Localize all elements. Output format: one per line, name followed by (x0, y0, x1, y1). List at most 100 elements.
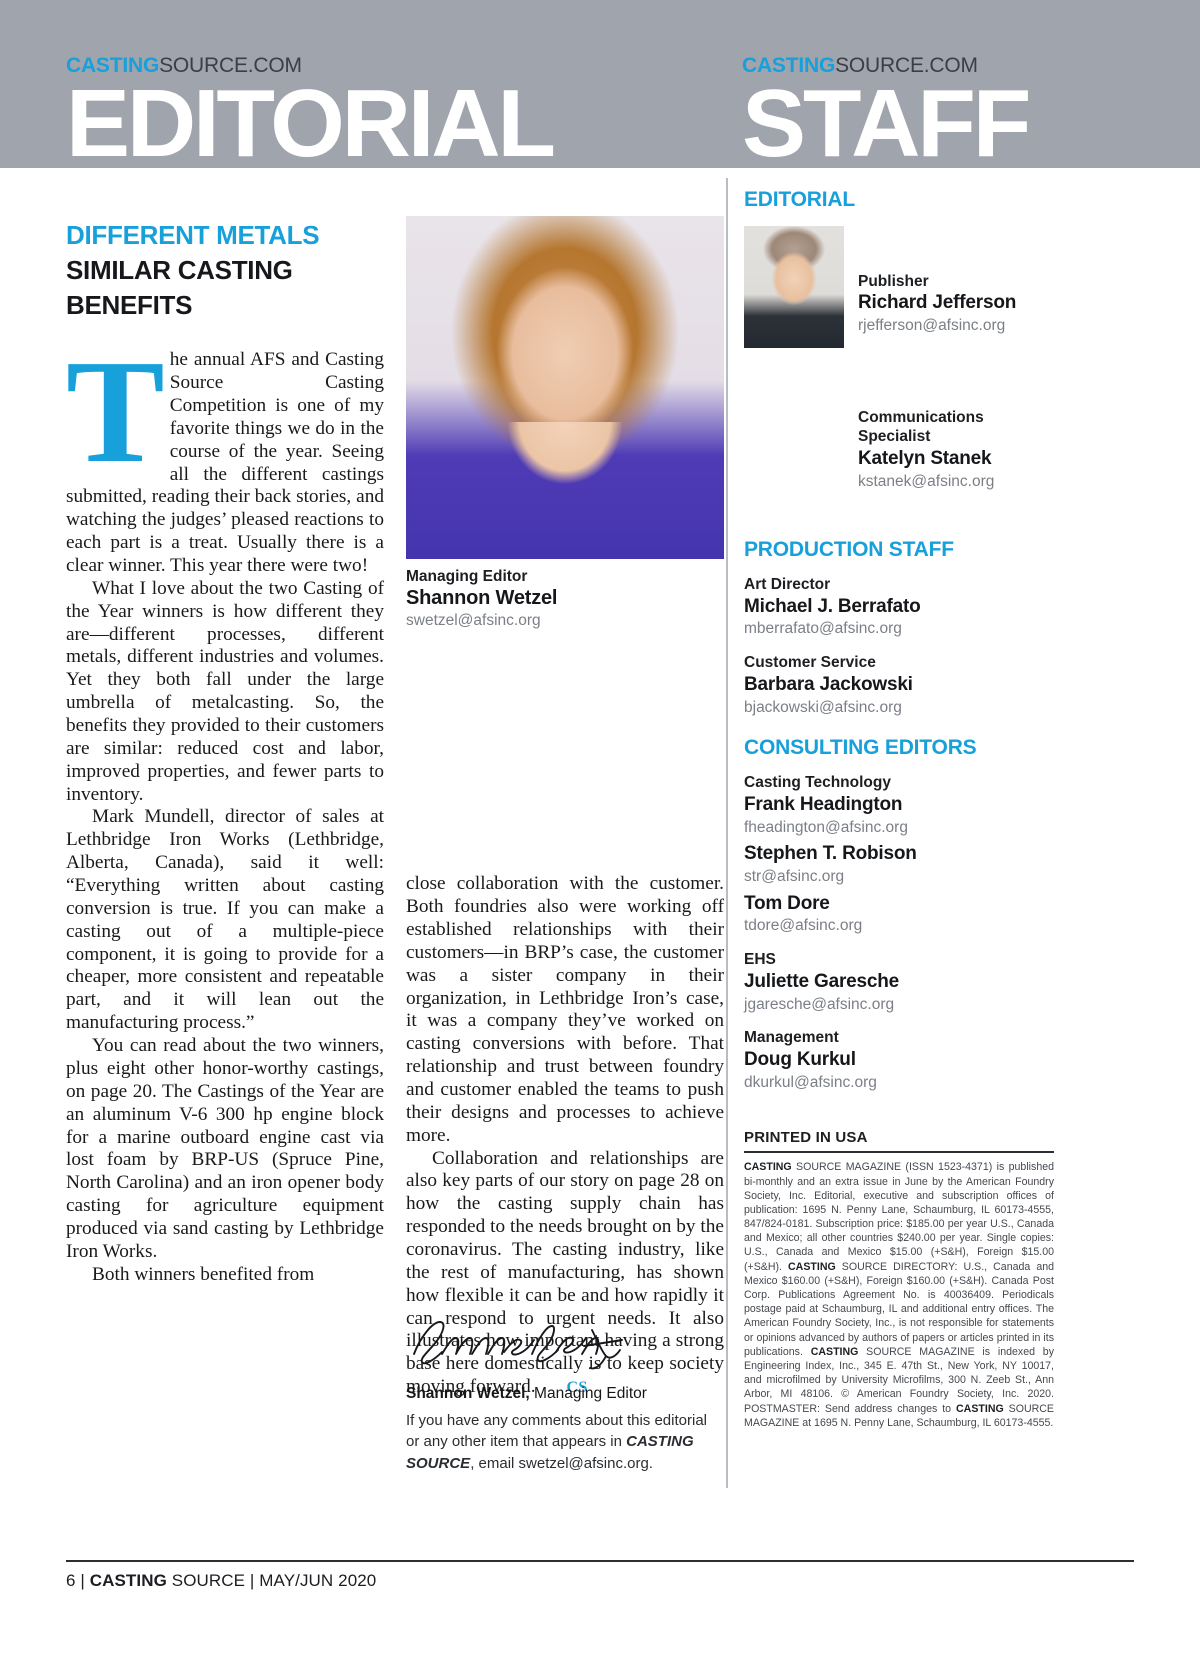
staff-email[interactable]: jgaresche@afsinc.org (744, 995, 895, 1013)
staff-entry: Casting Technology Frank Headington fhea… (744, 773, 1054, 838)
end-mark: CS (566, 1379, 588, 1397)
staff-email[interactable]: mberrafato@afsinc.org (744, 620, 902, 638)
staff-name: Juliette Garesche (744, 970, 900, 992)
sidebar-heading-consulting: CONSULTING EDITORS (744, 736, 977, 760)
staff-name: Stephen T. Robison (744, 843, 917, 865)
article-column-2: close collaboration with the customer. B… (406, 349, 724, 1399)
staff-email[interactable]: str@afsinc.org (744, 868, 845, 886)
masthead-right-url-brand: CASTING (742, 54, 836, 77)
article-paragraph-text: Collaboration and relationships are also… (406, 1147, 724, 1398)
signature-note-part1: If you have any comments about this edit… (406, 1412, 707, 1451)
staff-person: Publisher Richard Jefferson rjefferson@a… (744, 226, 1054, 348)
staff-person-text: Publisher Richard Jefferson rjefferson@a… (844, 226, 1016, 336)
article-paragraph: What I love about the two Casting of the… (66, 577, 384, 805)
staff-role: Management (744, 1029, 839, 1047)
page-body: DIFFERENT METALS SIMILAR CASTING BENEFIT… (0, 168, 1200, 1678)
article-paragraph: close collaboration with the customer. B… (406, 873, 724, 1146)
legal-brand-4: CASTING (956, 1402, 1004, 1415)
staff-email[interactable]: bjackowski@afsinc.org (744, 698, 902, 716)
staff-entry: EHS Juliette Garesche jgaresche@afsinc.o… (744, 950, 1054, 1015)
masthead-right-title: STAFF (742, 70, 1031, 177)
article: DIFFERENT METALS SIMILAR CASTING BENEFIT… (66, 168, 724, 1397)
staff-entry: Stephen T. Robison str@afsinc.org (744, 842, 1054, 887)
staff-name: Frank Headington (744, 794, 903, 816)
sidebar-heading-editorial: EDITORIAL (744, 188, 855, 211)
footer-issue: | MAY/JUN 2020 (245, 1571, 377, 1590)
staff-name: Katelyn Stanek (858, 447, 992, 469)
printed-in-usa-label: PRINTED IN USA (744, 1129, 868, 1147)
article-paragraph: Collaboration and relationships are also… (406, 1148, 724, 1399)
staff-role: Casting Technology (744, 774, 891, 792)
photo-caption-role: Managing Editor (406, 568, 528, 585)
footer-page-number: 6 (66, 1571, 76, 1590)
legal-brand-1: CASTING (744, 1161, 792, 1174)
richard-jefferson-photo (744, 226, 844, 348)
footer-rule (66, 1560, 1134, 1562)
footer-text: 6 | CASTING SOURCE | MAY/JUN 2020 (66, 1571, 1134, 1591)
article-headline: DIFFERENT METALS SIMILAR CASTING BENEFIT… (66, 218, 396, 323)
masthead-left-url-brand: CASTING (66, 54, 160, 77)
staff-role: Art Director (744, 575, 831, 593)
katelyn-stanek-photo (744, 362, 844, 484)
legal-fine-print: CASTING SOURCE MAGAZINE (ISSN 1523-4371)… (744, 1160, 1054, 1430)
footer-brand-rest: SOURCE (166, 1571, 246, 1590)
staff-name: Barbara Jackowski (744, 674, 913, 696)
staff-entry: Customer Service Barbara Jackowski bjack… (744, 653, 1054, 718)
signature-name-line: Shannon Wetzel, Managing Editor (406, 1385, 724, 1403)
article-paragraph: You can read about the two winners, plus… (66, 1035, 384, 1262)
masthead-left-url-suffix: SOURCE.COM (159, 54, 302, 77)
legal-text-4: SOURCE MAGAZINE at 1695 N. Penny Lane, S… (744, 1402, 1054, 1429)
footer-separator: | (75, 1571, 90, 1590)
legal-brand-2: CASTING (788, 1260, 836, 1273)
staff-entry: Management Doug Kurkul dkurkul@afsinc.or… (744, 1028, 1054, 1093)
column-divider (726, 178, 728, 1488)
staff-role: EHS (744, 950, 776, 968)
article-paragraph: Mark Mundell, director of sales at Lethb… (66, 806, 384, 1034)
masthead-right: CASTINGSOURCE.COM STAFF (742, 0, 1031, 177)
signature-note-brand: CASTING SOURCE (406, 1433, 694, 1472)
masthead-right-url: CASTINGSOURCE.COM (742, 0, 1028, 76)
handwritten-signature-icon (413, 1321, 623, 1370)
legal-rule (744, 1151, 1054, 1154)
article-paragraph-text: he annual AFS and Casting Source Casting… (66, 349, 384, 577)
page-footer: 6 | CASTING SOURCE | MAY/JUN 2020 (66, 1560, 1134, 1591)
photo-caption-name: Shannon Wetzel (406, 587, 558, 609)
headline-line-2: SIMILAR CASTING (66, 255, 293, 286)
signature-note-part2: , email swetzel@afsinc.org. (470, 1454, 653, 1472)
legal-text-3: SOURCE MAGAZINE is indexed by Engineerin… (744, 1345, 1054, 1415)
staff-person: Communications Specialist Katelyn Stanek… (744, 362, 1054, 492)
legal-brand-3: CASTING (810, 1345, 859, 1358)
legal-text-1: SOURCE MAGAZINE (ISSN 1523-4371) is publ… (744, 1161, 1054, 1273)
signature-block: Shannon Wetzel, Managing Editor If you h… (406, 1308, 724, 1474)
staff-email[interactable]: rjefferson@afsinc.org (858, 317, 1006, 335)
shannon-wetzel-photo (406, 216, 724, 559)
article-paragraph: Both winners benefited from (92, 1263, 315, 1285)
staff-email[interactable]: fheadington@afsinc.org (744, 819, 908, 837)
staff-email[interactable]: tdore@afsinc.org (744, 917, 863, 935)
signature-title: Managing Editor (529, 1385, 647, 1402)
masthead: CASTINGSOURCE.COM EDITORIAL CASTINGSOURC… (0, 0, 1200, 177)
masthead-left-url: CASTINGSOURCE.COM (66, 0, 553, 76)
staff-role: Customer Service (744, 653, 876, 671)
staff-person-text: Communications Specialist Katelyn Stanek… (844, 362, 1054, 492)
signature-note: If you have any comments about this edit… (406, 1410, 724, 1474)
legal-text-2: SOURCE DIRECTORY: U.S., Canada and Mexic… (744, 1260, 1054, 1358)
masthead-left-title: EDITORIAL (66, 70, 556, 177)
staff-email[interactable]: kstanek@afsinc.org (858, 472, 995, 490)
staff-name: Richard Jefferson (858, 292, 1017, 314)
signature-name: Shannon Wetzel, (406, 1385, 530, 1402)
photo-caption-email[interactable]: swetzel@afsinc.org (406, 612, 541, 629)
staff-name: Tom Dore (744, 892, 830, 914)
staff-email[interactable]: dkurkul@afsinc.org (744, 1073, 877, 1091)
drop-cap: T (66, 330, 165, 495)
headline-line-3: BENEFITS (66, 290, 193, 321)
headline-kicker: DIFFERENT METALS (66, 220, 320, 250)
staff-name: Michael J. Berrafato (744, 595, 921, 617)
staff-sidebar: EDITORIAL Publisher Richard Jefferson rj… (744, 168, 1054, 1430)
staff-entry: Tom Dore tdore@afsinc.org (744, 892, 1054, 937)
editor-photo-block: Managing Editor Shannon Wetzel swetzel@a… (406, 216, 724, 630)
staff-entry: Art Director Michael J. Berrafato mberra… (744, 575, 1054, 640)
sidebar-heading-production: PRODUCTION STAFF (744, 537, 954, 561)
